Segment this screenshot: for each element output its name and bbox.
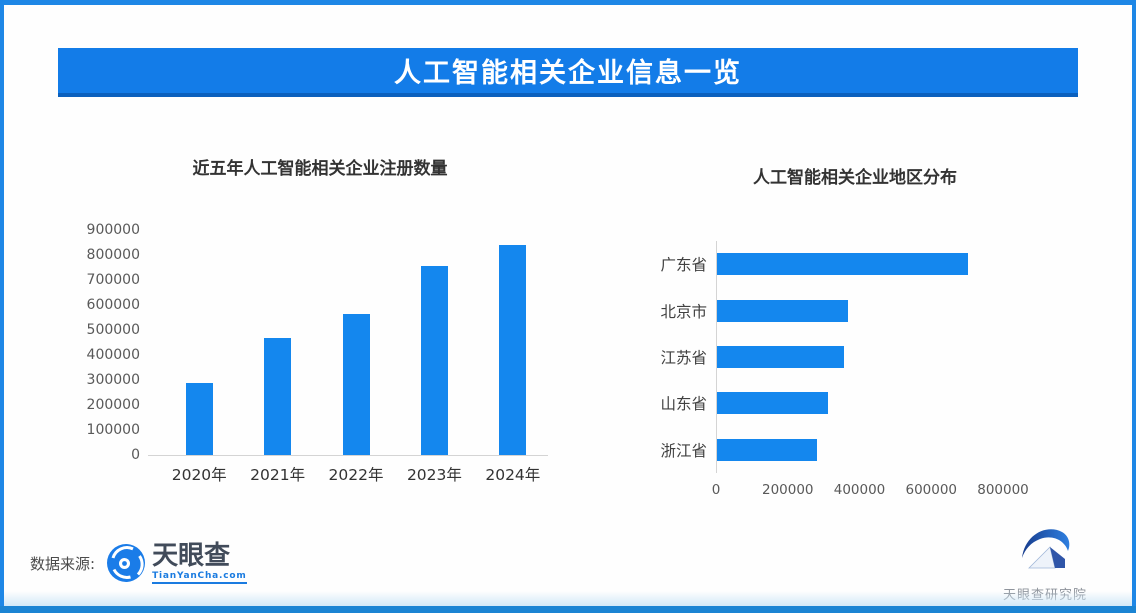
chart-row: 江苏省 [645, 334, 1115, 380]
data-source-label: 数据来源: [30, 554, 96, 573]
chart-row: 北京市 [645, 287, 1115, 333]
bar-北京市 [717, 299, 848, 322]
chart-row: 浙江省 [645, 427, 1115, 473]
bar-2020年 [185, 382, 213, 455]
x-axis-category-label: 2021年 [250, 466, 306, 484]
bar-2023年 [420, 266, 448, 455]
region-distribution-bar-chart: 人工智能相关企业地区分布 广东省北京市江苏省山东省浙江省 0 200000 4000… [645, 160, 1115, 505]
bottom-fade [4, 591, 1132, 607]
bar-2021年 [264, 337, 292, 455]
region-label: 广东省 [660, 256, 707, 275]
bar-slot [238, 230, 316, 455]
left-chart-y-axis: 0 100000 200000 300000 400000 500000 600000 700… [60, 222, 148, 463]
right-chart-title: 人工智能相关企业地区分布 [753, 168, 957, 188]
registrations-bar-chart: 近五年人工智能相关企业注册数量 0 100000 200000 300000 40000… [60, 150, 565, 495]
chart-row: 广东省 [645, 241, 1115, 287]
x-axis-category-label: 2020年 [171, 466, 227, 484]
x-axis-category-label: 2022年 [328, 466, 384, 484]
x-axis-tick-label: 400000 [833, 482, 886, 498]
tianyancha-logo-name: 天眼查 [152, 540, 231, 571]
y-axis-tick-label: 400000 [86, 347, 140, 363]
y-axis-tick-label: 900000 [86, 222, 140, 238]
bar-山东省 [717, 392, 829, 415]
y-axis-tick-label: 0 [131, 447, 140, 463]
y-axis-tick-label: 800000 [86, 247, 140, 263]
page-title: 人工智能相关企业信息一览 [394, 58, 742, 89]
right-chart-x-axis: 0 200000 400000 600000 800000 [712, 482, 1076, 500]
main-title-banner: 人工智能相关企业信息一览 [58, 48, 1078, 97]
region-label: 山东省 [660, 395, 707, 414]
bottom-strip [0, 606, 1136, 613]
bar-广东省 [717, 253, 969, 276]
x-axis-category-label: 2024年 [485, 466, 541, 484]
y-axis-tick-label: 300000 [86, 372, 140, 388]
bar-2024年 [499, 245, 527, 455]
x-axis-tick-label: 200000 [761, 482, 814, 498]
bar-slot [160, 230, 238, 455]
y-axis-tick-label: 600000 [86, 297, 140, 313]
right-chart-axis-line [716, 241, 717, 473]
bar-slot [395, 230, 473, 455]
bar-2022年 [342, 313, 370, 455]
tianyancha-logo-text: 天眼查 TianYanCha.com [152, 540, 247, 584]
research-institute-icon [1022, 529, 1070, 569]
region-label: 浙江省 [660, 441, 707, 460]
y-axis-tick-label: 100000 [86, 422, 140, 438]
y-axis-tick-label: 700000 [86, 272, 140, 288]
region-label: 江苏省 [660, 348, 707, 367]
x-axis-category-label: 2023年 [406, 466, 462, 484]
left-chart-plot-area [160, 230, 552, 455]
left-chart-x-axis: 2020年 2021年 2022年 2023年 2024年 [160, 463, 552, 485]
data-source: 数据来源: 天眼查 TianYanCha.com [30, 540, 247, 586]
bar-浙江省 [717, 438, 818, 461]
right-chart-plot-area: 广东省北京市江苏省山东省浙江省 [645, 241, 1115, 473]
y-axis-tick-label: 500000 [86, 322, 140, 338]
tianyancha-eye-icon [107, 544, 146, 582]
y-axis-tick-label: 200000 [86, 397, 140, 413]
x-axis-tick-label: 600000 [905, 482, 958, 498]
bar-江苏省 [717, 345, 845, 368]
bar-slot [317, 230, 395, 455]
tianyancha-logo-url: TianYanCha.com [152, 571, 247, 584]
left-chart-baseline [148, 455, 548, 456]
bar-slot [474, 230, 552, 455]
left-chart-title: 近五年人工智能相关企业注册数量 [192, 159, 448, 179]
x-axis-tick-label: 800000 [977, 482, 1029, 498]
x-axis-tick-label: 0 [711, 482, 721, 498]
chart-row: 山东省 [645, 380, 1115, 426]
region-label: 北京市 [660, 302, 707, 321]
